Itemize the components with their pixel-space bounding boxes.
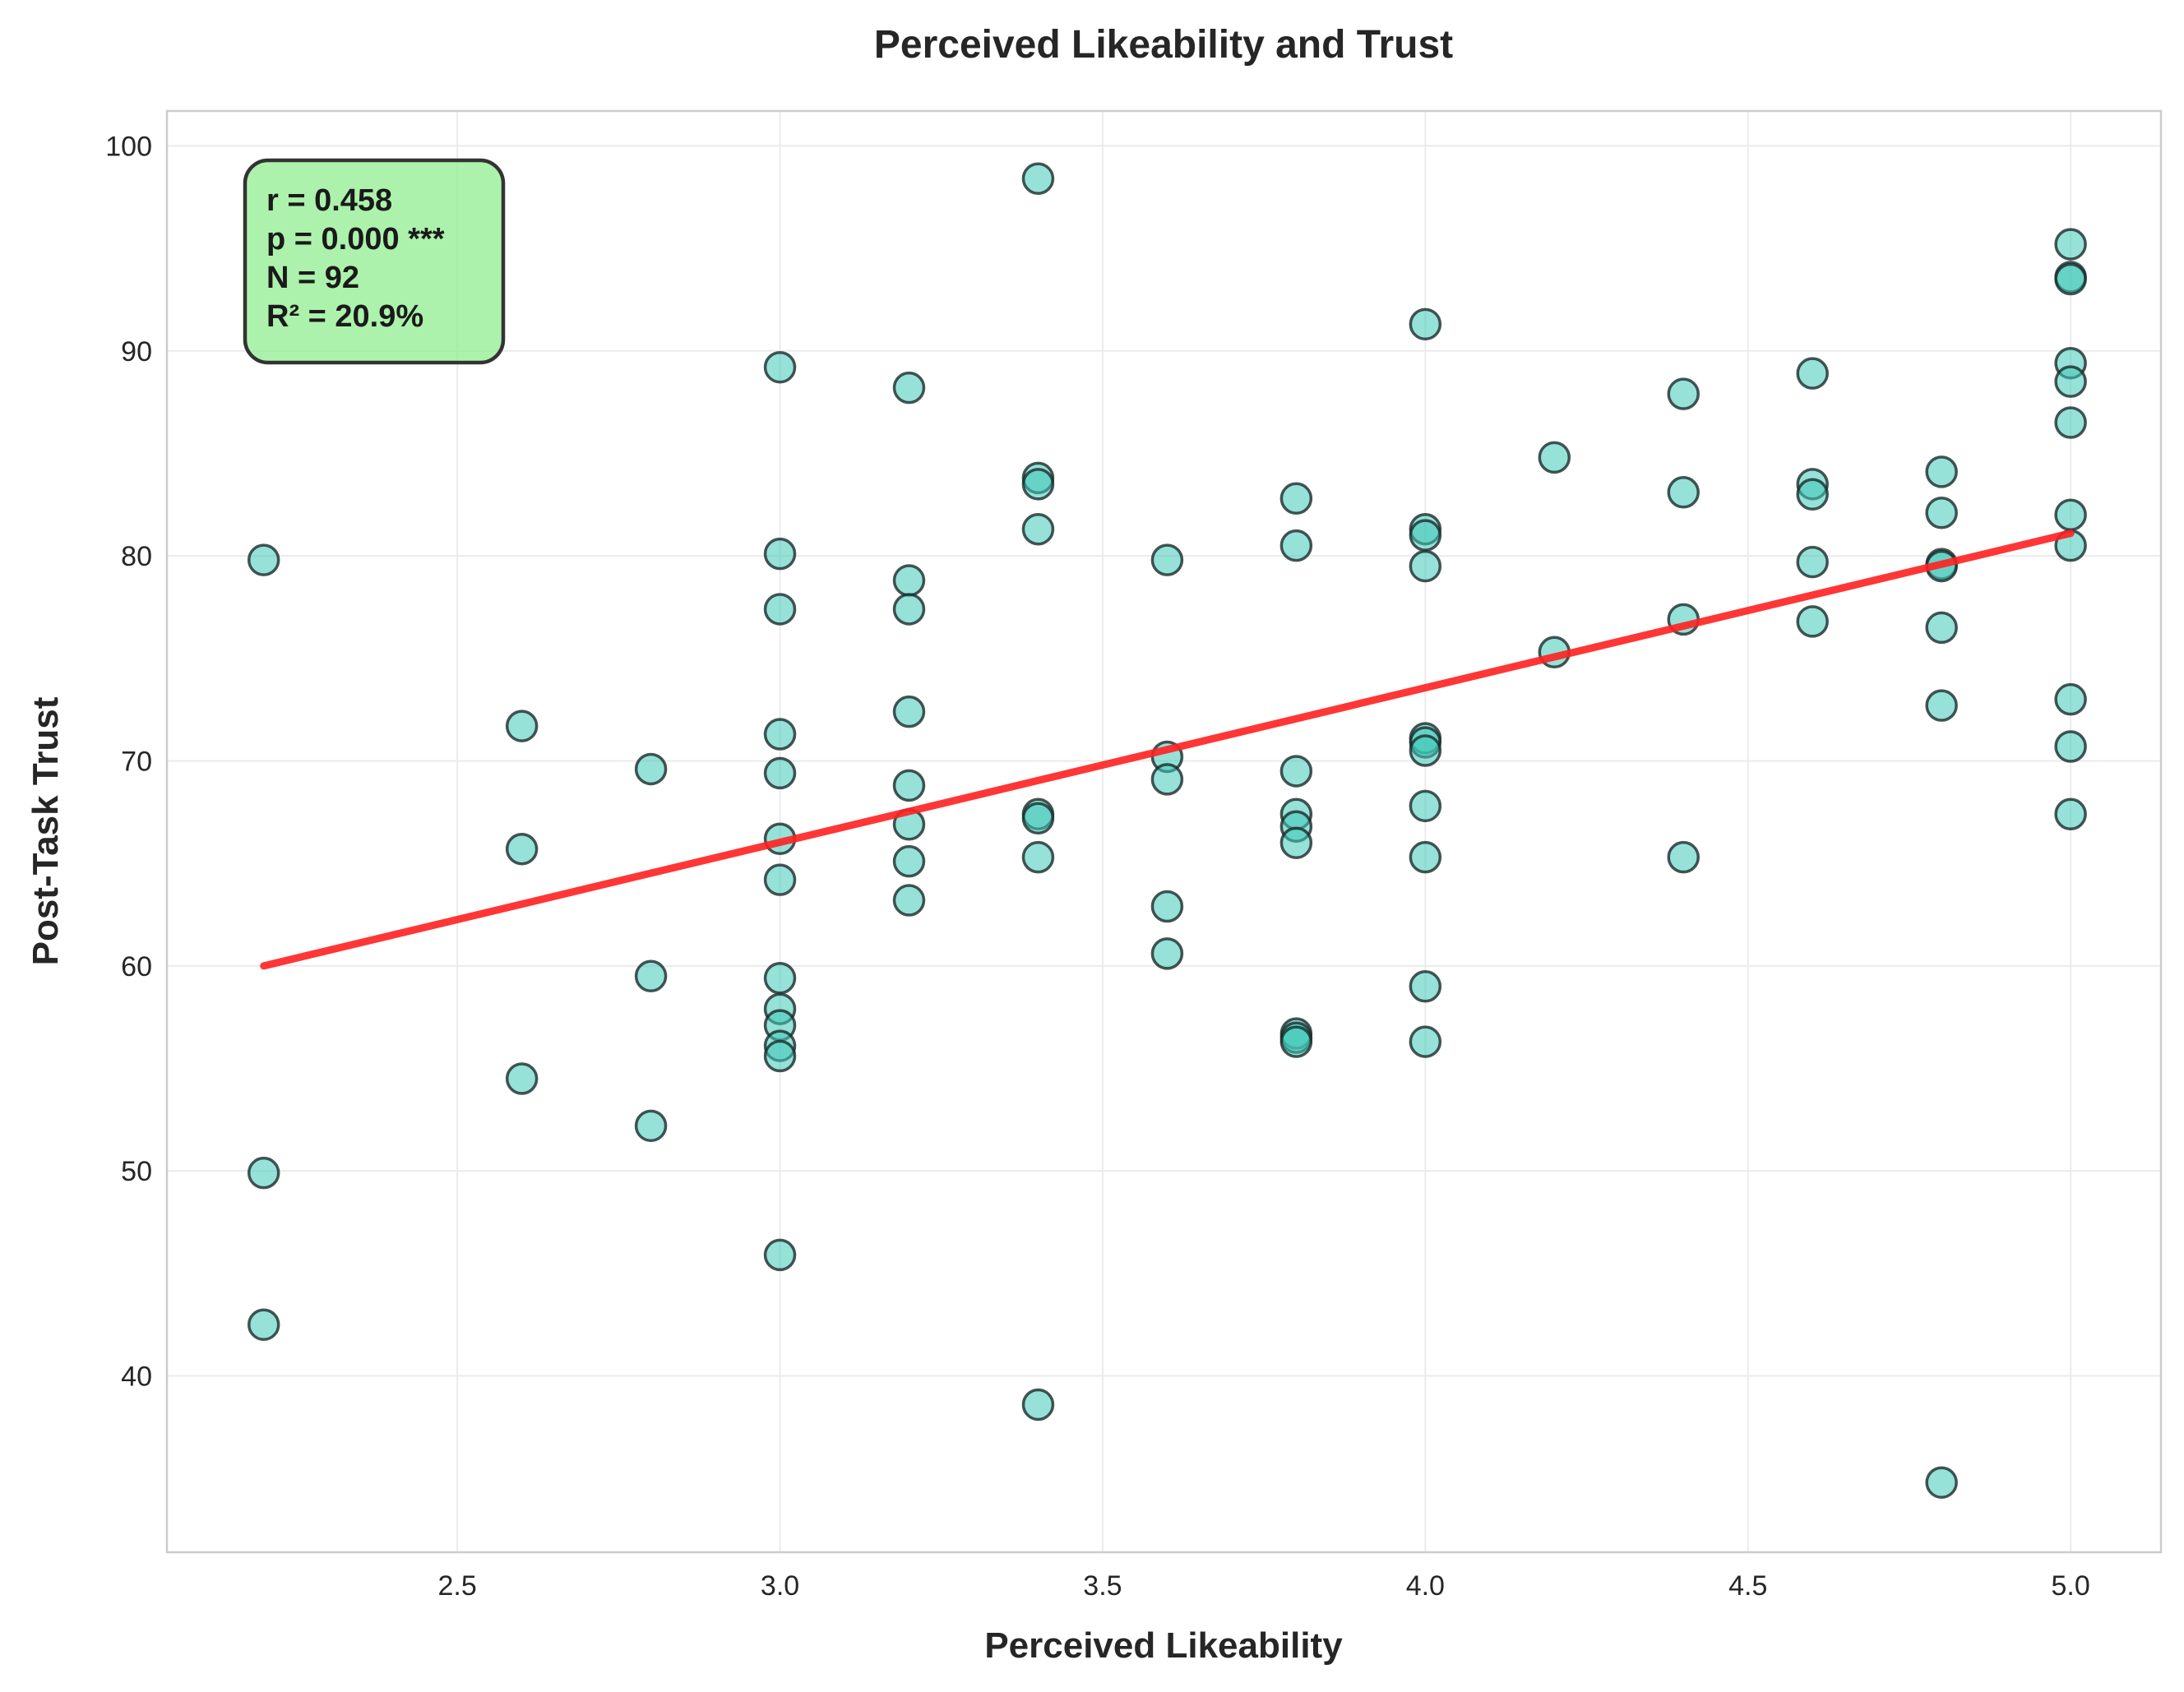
data-point (1409, 789, 1442, 823)
data-point (763, 350, 797, 384)
data-point (2054, 797, 2087, 831)
x-axis: 2.5 3.0 3.5 4.0 4.5 5.0 (438, 1570, 2090, 1602)
chart-title: Perceived Likeability and Trust (874, 23, 1453, 67)
data-point (892, 884, 926, 917)
data-point (892, 371, 926, 405)
data-point (2054, 682, 2087, 716)
x-tick-label: 3.5 (1083, 1570, 1122, 1602)
data-point (763, 1238, 797, 1272)
data-point (1279, 529, 1313, 562)
data-point (1150, 763, 1184, 796)
data-point (1409, 549, 1442, 583)
data-point (1925, 455, 1958, 488)
x-tick-label: 4.5 (1728, 1570, 1767, 1602)
data-point (1409, 519, 1442, 552)
data-point (1279, 755, 1313, 788)
data-point (1667, 377, 1700, 410)
data-point (2054, 406, 2087, 439)
data-point (1796, 545, 1829, 579)
data-point (763, 718, 797, 751)
data-point (763, 756, 797, 790)
trend-line (260, 529, 2075, 970)
data-point (247, 543, 280, 576)
y-tick-label: 60 (121, 951, 152, 982)
stat-r: r = 0.458 (266, 183, 392, 218)
y-tick-label: 50 (121, 1156, 152, 1187)
y-tick-label: 90 (121, 336, 152, 368)
data-point (1409, 734, 1442, 767)
data-point (1021, 1388, 1055, 1422)
data-point (892, 695, 926, 728)
data-point (1409, 307, 1442, 341)
y-tick-label: 40 (121, 1361, 152, 1393)
x-tick-label: 3.0 (761, 1570, 799, 1602)
data-point (1021, 802, 1055, 835)
data-point (505, 832, 539, 866)
data-point (763, 593, 797, 626)
data-point (1796, 478, 1829, 511)
data-point (2054, 228, 2087, 261)
data-point (2054, 365, 2087, 398)
data-point (1667, 476, 1700, 509)
data-point (1021, 162, 1055, 196)
data-point (763, 962, 797, 995)
data-point (1279, 1025, 1313, 1058)
stats-box-background (243, 158, 506, 365)
data-point (1150, 543, 1184, 576)
data-point (1925, 496, 1958, 529)
data-point (634, 752, 668, 786)
data-point (892, 844, 926, 878)
data-point (1667, 840, 1700, 874)
y-axis: 40 50 60 70 80 90 100 (105, 131, 152, 1392)
data-point (763, 863, 797, 896)
data-point (1796, 357, 1829, 390)
data-point (247, 1308, 280, 1341)
plot-frame (165, 109, 2163, 1554)
stat-r2: R² = 20.9% (266, 299, 423, 334)
data-point (1925, 689, 1958, 722)
data-point (1796, 605, 1829, 638)
data-point (1150, 937, 1184, 970)
data-point (2054, 498, 2087, 531)
data-point (505, 710, 539, 742)
data-point (1150, 890, 1184, 923)
data-point (763, 537, 797, 571)
data-point (1538, 441, 1571, 474)
y-tick-label: 100 (105, 131, 152, 162)
x-axis-title: Perceived Likeability (984, 1625, 1343, 1666)
data-point (763, 1039, 797, 1073)
data-point (1021, 468, 1055, 501)
y-tick-label: 80 (121, 541, 152, 572)
data-point (892, 769, 926, 802)
stat-p: p = 0.000 *** (266, 222, 445, 257)
data-point (1409, 840, 1442, 874)
y-axis-title: Post-Task Trust (25, 696, 66, 965)
data-point (505, 1062, 539, 1095)
y-tick-label: 70 (121, 746, 152, 777)
data-point (1409, 970, 1442, 1003)
data-point (634, 1109, 668, 1143)
data-point (1279, 482, 1313, 515)
data-point (892, 593, 926, 626)
data-point (1409, 1025, 1442, 1058)
data-point (892, 564, 926, 597)
data-point (1925, 611, 1958, 645)
x-tick-label: 5.0 (2051, 1570, 2089, 1602)
data-point (1925, 1466, 1958, 1499)
data-point (1021, 840, 1055, 874)
data-point (1021, 512, 1055, 546)
data-point (634, 959, 668, 993)
x-tick-label: 4.0 (1406, 1570, 1445, 1602)
data-point (2054, 730, 2087, 763)
data-point (1279, 826, 1313, 859)
stats-box: r = 0.458 p = 0.000 *** N = 92 R² = 20.9… (243, 158, 506, 365)
x-tick-label: 2.5 (438, 1570, 477, 1602)
stat-n: N = 92 (266, 261, 359, 295)
data-point (247, 1156, 280, 1190)
data-point (2054, 262, 2087, 296)
data-points (247, 162, 2087, 1499)
